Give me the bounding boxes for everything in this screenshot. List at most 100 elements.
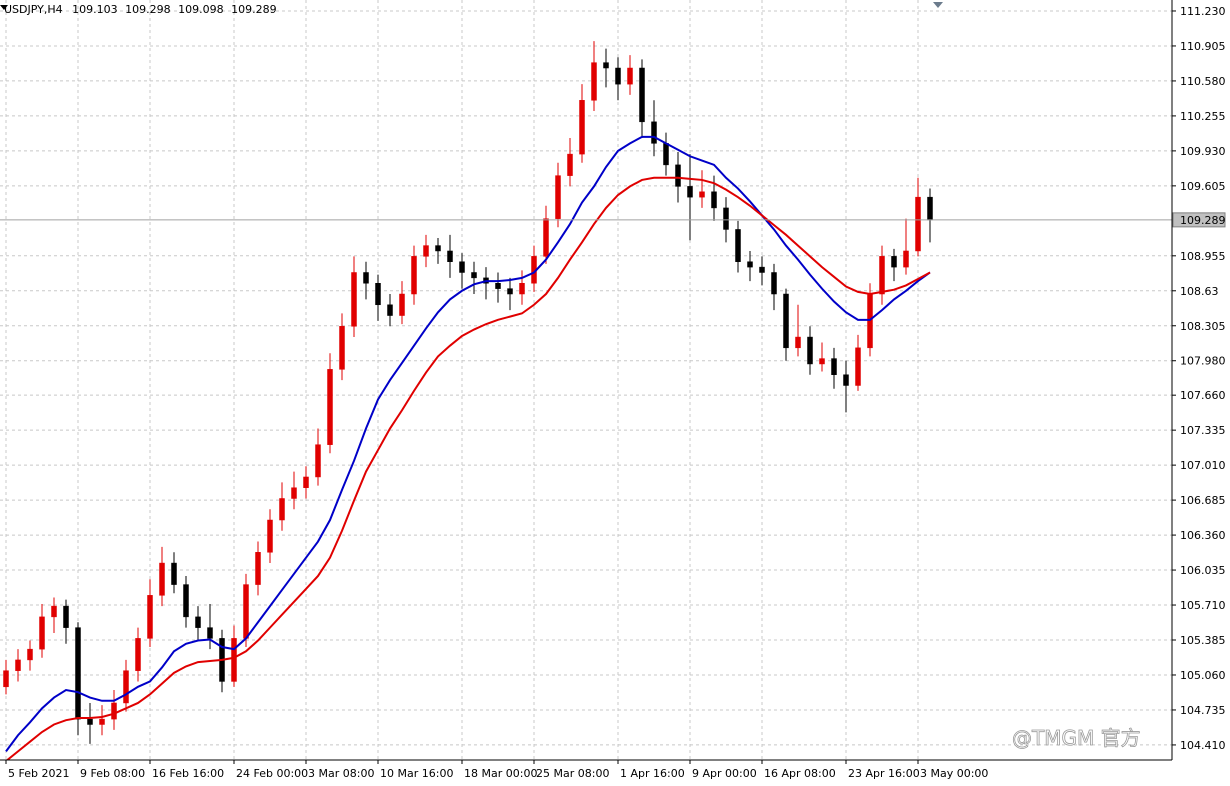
candle-body (147, 595, 153, 639)
y-tick-label: 105.710 (1180, 599, 1226, 612)
y-tick-label: 108.63 (1180, 285, 1219, 298)
header-close: 109.289 (231, 3, 277, 16)
candle-body (687, 186, 693, 198)
candle-body (339, 326, 345, 370)
y-tick-label: 104.410 (1180, 739, 1226, 752)
candle-body (267, 519, 273, 553)
candle-body (51, 605, 57, 618)
candle-body (195, 616, 201, 628)
y-tick-label: 105.060 (1180, 669, 1226, 682)
candle-body (651, 121, 657, 144)
candle-body (435, 245, 441, 252)
y-tick-label: 107.980 (1180, 355, 1226, 368)
candle-body (771, 272, 777, 295)
candle-body (783, 293, 789, 349)
grid (0, 0, 1172, 760)
shift-marker (933, 2, 943, 8)
candle-body (855, 347, 861, 386)
candle-body (411, 256, 417, 295)
candle-body (351, 272, 357, 327)
x-tick-label: 16 Feb 16:00 (152, 767, 224, 780)
header-open: 109.103 (72, 3, 118, 16)
x-tick-label: 25 Mar 08:00 (536, 767, 609, 780)
candle-body (867, 293, 873, 349)
y-tick-label: 106.035 (1180, 564, 1226, 577)
candle-body (99, 718, 105, 725)
candle-body (615, 67, 621, 85)
header-symbol: USDJPY,H4 (4, 3, 63, 16)
candle-body (603, 62, 609, 69)
moving-average-line (5, 135, 931, 752)
candle-body (843, 374, 849, 386)
y-tick-label: 107.335 (1180, 424, 1226, 437)
candle-body (903, 250, 909, 268)
y-tick-label: 110.255 (1180, 110, 1226, 123)
chart-header: USDJPY,H4 109.103 109.298 109.098 109.28… (4, 3, 277, 16)
candle-body (183, 584, 189, 618)
candle-body (75, 627, 81, 720)
candle-body (231, 638, 237, 682)
candle-body (807, 336, 813, 365)
candle-body (723, 207, 729, 230)
header-arrow (0, 5, 8, 10)
x-tick-label: 23 Apr 16:00 (848, 767, 920, 780)
y-tick-label: 106.360 (1180, 529, 1226, 542)
watermark: @TMGM 官方 (1012, 726, 1141, 750)
candle-body (699, 191, 705, 198)
candle-body (387, 304, 393, 316)
candle-body (639, 67, 645, 123)
candle-body (795, 336, 801, 349)
candle-body (735, 229, 741, 262)
candle-body (459, 261, 465, 273)
candle-body (375, 283, 381, 306)
candle-body (759, 266, 765, 273)
candle-body (291, 487, 297, 499)
candle-body (543, 218, 549, 257)
y-tick-label: 108.955 (1180, 250, 1226, 263)
y-tick-label: 107.010 (1180, 459, 1226, 472)
candle-body (579, 100, 585, 155)
candle-body (327, 369, 333, 445)
candle-body (15, 659, 21, 671)
current-price-box (1172, 212, 1226, 228)
candle-body (447, 250, 453, 262)
x-tick-label: 3 Mar 08:00 (308, 767, 374, 780)
candle-body (207, 627, 213, 639)
candle-body (915, 196, 921, 252)
candle-body (39, 616, 45, 650)
x-tick-label: 24 Feb 00:00 (236, 767, 308, 780)
plot-area (0, 41, 1172, 760)
x-tick-label: 9 Feb 08:00 (80, 767, 145, 780)
header-high: 109.298 (125, 3, 171, 16)
current-price-label: 109.289 (1180, 214, 1226, 227)
y-tick-label: 109.930 (1180, 145, 1226, 158)
candle-body (3, 670, 9, 688)
candle-body (135, 638, 141, 671)
y-tick-label: 110.905 (1180, 40, 1226, 53)
candle-body (471, 272, 477, 279)
x-tick-label: 5 Feb 2021 (8, 767, 69, 780)
candle-body (279, 498, 285, 521)
candle-body (243, 584, 249, 639)
candle-body (519, 283, 525, 295)
y-tick-label: 106.685 (1180, 494, 1226, 507)
candle-body (627, 67, 633, 85)
moving-average-line (5, 176, 931, 760)
y-tick-label: 104.735 (1180, 704, 1226, 717)
candle-body (567, 153, 573, 176)
y-tick-label: 105.385 (1180, 634, 1226, 647)
candle-body (255, 552, 261, 585)
candle-body (63, 605, 69, 628)
x-tick-label: 16 Apr 08:00 (764, 767, 836, 780)
candle-body (591, 62, 597, 101)
x-tick-label: 1 Apr 16:00 (620, 767, 685, 780)
candle-body (663, 143, 669, 166)
candle-body (159, 562, 165, 596)
candle-body (831, 358, 837, 375)
candle-body (891, 256, 897, 268)
candle-body (507, 288, 513, 295)
x-tick-label: 9 Apr 00:00 (692, 767, 757, 780)
